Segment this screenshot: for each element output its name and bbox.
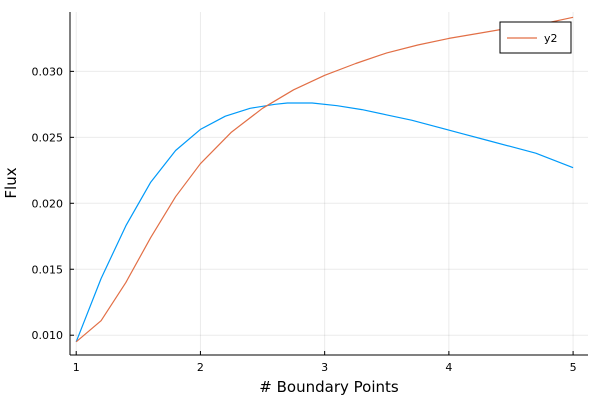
grid — [70, 12, 588, 355]
y-tick-label: 0.015 — [32, 263, 64, 276]
x-tick-label: 3 — [321, 361, 328, 374]
x-tick-label: 4 — [445, 361, 452, 374]
y-tick-label: 0.020 — [32, 197, 64, 210]
x-tick-label: 5 — [570, 361, 577, 374]
x-axis-title: # Boundary Points — [259, 378, 399, 396]
y-axis-title: Flux — [2, 167, 20, 198]
x-tick-label: 1 — [73, 361, 80, 374]
y-tick-label: 0.025 — [32, 131, 64, 144]
legend: y2 — [499, 21, 572, 54]
legend-label: y2 — [544, 32, 558, 45]
x-ticks: 1 2 3 4 5 — [73, 351, 577, 374]
x-tick-label: 2 — [197, 361, 204, 374]
y-tick-label: 0.030 — [32, 65, 64, 78]
series-line-1 — [75, 102, 574, 343]
plot-area — [75, 16, 574, 343]
y-tick-label: 0.010 — [32, 329, 64, 342]
y-ticks: 0.010 0.015 0.020 0.025 0.030 — [32, 65, 74, 342]
series-line-2 — [75, 16, 574, 343]
